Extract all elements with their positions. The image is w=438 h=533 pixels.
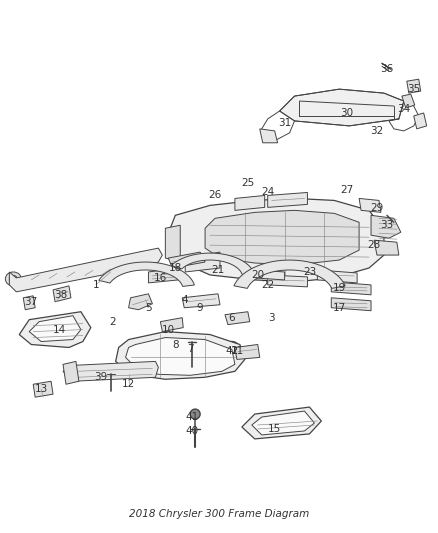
Polygon shape [260,129,278,143]
Ellipse shape [5,272,21,286]
Text: 16: 16 [154,273,167,283]
Polygon shape [148,268,178,283]
Polygon shape [371,215,401,238]
Polygon shape [63,361,159,381]
Polygon shape [235,344,260,359]
Polygon shape [331,298,371,311]
Text: 28: 28 [367,240,381,250]
Polygon shape [23,296,35,310]
Text: 19: 19 [332,283,346,293]
Polygon shape [359,198,381,212]
Ellipse shape [190,409,200,419]
Text: 26: 26 [208,190,222,200]
Polygon shape [374,240,399,255]
Text: 35: 35 [407,84,420,94]
Text: 14: 14 [53,325,66,335]
Text: 15: 15 [268,424,281,434]
Polygon shape [33,381,53,397]
Text: 5: 5 [145,303,152,313]
Polygon shape [53,286,71,302]
Text: 41: 41 [186,412,199,422]
Text: 30: 30 [341,108,354,118]
Polygon shape [182,294,220,308]
Polygon shape [160,318,183,332]
Polygon shape [165,225,180,262]
Polygon shape [63,361,79,384]
Text: 20: 20 [251,270,264,280]
Text: 33: 33 [380,220,394,230]
Polygon shape [242,407,321,439]
Polygon shape [225,312,250,325]
Polygon shape [168,198,384,282]
Polygon shape [407,79,421,93]
Polygon shape [252,411,314,435]
Polygon shape [19,312,91,348]
Polygon shape [255,270,285,280]
Text: 7: 7 [187,344,194,354]
Polygon shape [414,113,427,129]
Text: 42: 42 [225,346,239,357]
Text: 11: 11 [231,346,244,357]
Polygon shape [116,332,245,379]
Polygon shape [9,248,162,292]
Text: 22: 22 [261,280,274,290]
Text: 38: 38 [54,290,67,300]
Polygon shape [331,282,371,295]
Polygon shape [279,89,404,126]
Text: 2018 Chrysler 300 Frame Diagram: 2018 Chrysler 300 Frame Diagram [129,510,309,519]
Polygon shape [205,211,359,265]
Polygon shape [126,337,235,375]
Text: 29: 29 [371,204,384,213]
Polygon shape [168,252,205,268]
Text: 4: 4 [182,295,188,305]
Text: 34: 34 [397,104,410,114]
Text: 24: 24 [261,188,274,197]
Polygon shape [129,294,152,310]
Text: 39: 39 [94,372,107,382]
Text: 32: 32 [371,126,384,136]
Text: 40: 40 [186,426,199,436]
Polygon shape [171,253,254,277]
Text: 21: 21 [212,265,225,275]
Polygon shape [318,270,357,283]
Polygon shape [235,196,265,211]
Ellipse shape [228,344,236,351]
Text: 25: 25 [241,177,254,188]
Polygon shape [234,260,345,288]
Text: 37: 37 [25,297,38,307]
Text: 23: 23 [303,267,316,277]
Polygon shape [268,275,307,287]
Polygon shape [185,252,220,272]
Text: 8: 8 [172,340,179,350]
Text: 10: 10 [162,325,175,335]
Text: 27: 27 [341,185,354,196]
Text: 18: 18 [169,263,182,273]
Text: 17: 17 [332,303,346,313]
Text: 3: 3 [268,313,275,322]
Polygon shape [29,316,81,342]
Text: 36: 36 [380,64,394,74]
Text: 13: 13 [35,384,48,394]
Polygon shape [268,192,307,207]
Polygon shape [402,94,415,108]
Polygon shape [99,262,194,286]
Text: 12: 12 [122,379,135,389]
Text: 6: 6 [229,313,235,322]
Text: 9: 9 [197,303,203,313]
Text: 31: 31 [278,118,291,128]
Text: 2: 2 [110,317,116,327]
Text: 1: 1 [92,280,99,290]
